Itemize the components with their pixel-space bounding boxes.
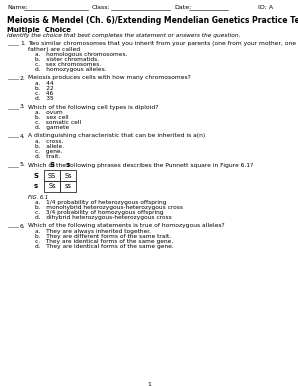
Text: a.   They are always inherited together.: a. They are always inherited together.: [35, 229, 151, 234]
Text: Two similar chromosomes that you inherit from your parents (one from your mother: Two similar chromosomes that you inherit…: [28, 41, 298, 46]
Text: Identify the choice that best completes the statement or answers the question.: Identify the choice that best completes …: [7, 33, 240, 38]
Text: b.   monohybrid heterozygous-heterozygous cross: b. monohybrid heterozygous-heterozygous …: [35, 205, 183, 210]
Text: d.   They are identical forms of the same gene.: d. They are identical forms of the same …: [35, 244, 174, 249]
Text: Date:: Date:: [174, 5, 191, 10]
Text: 4.: 4.: [20, 134, 26, 139]
Text: 6.: 6.: [20, 223, 26, 229]
Text: b.   allele.: b. allele.: [35, 144, 64, 149]
Text: 2.: 2.: [20, 76, 26, 81]
Text: Meiosis produces cells with how many chromosomes?: Meiosis produces cells with how many chr…: [28, 76, 191, 81]
Text: SS: SS: [48, 173, 56, 178]
Bar: [44, 181, 60, 192]
Text: Multiple  Choice: Multiple Choice: [7, 27, 71, 33]
Text: ____: ____: [7, 134, 19, 139]
Text: ____: ____: [7, 223, 19, 229]
Text: Class:: Class:: [92, 5, 111, 10]
Text: FIG. 6.1: FIG. 6.1: [28, 195, 48, 200]
Text: s: s: [34, 183, 38, 190]
Bar: [60, 181, 76, 192]
Text: c.   gene.: c. gene.: [35, 149, 63, 154]
Text: d.   dihybrid heterozygous-heterozygous cross: d. dihybrid heterozygous-heterozygous cr…: [35, 215, 172, 220]
Text: Name:: Name:: [7, 5, 28, 10]
Text: Which of the following statements is true of homozygous alleles?: Which of the following statements is tru…: [28, 223, 225, 229]
Text: ____: ____: [7, 41, 19, 46]
Text: A distinguishing characteristic that can be inherited is a(n): A distinguishing characteristic that can…: [28, 134, 205, 139]
Text: Meiosis & Mendel (Ch. 6)/Extending Mendelian Genetics Practice Test: Meiosis & Mendel (Ch. 6)/Extending Mende…: [7, 16, 298, 25]
Text: c.   3/4 probability of homozygous offspring: c. 3/4 probability of homozygous offspri…: [35, 210, 164, 215]
Bar: [44, 170, 60, 181]
Bar: [60, 170, 76, 181]
Text: a.   44: a. 44: [35, 81, 54, 86]
Text: Ss: Ss: [48, 183, 56, 190]
Text: ____: ____: [7, 163, 19, 168]
Text: b.   sister chromatids.: b. sister chromatids.: [35, 57, 99, 62]
Text: b.   22: b. 22: [35, 86, 54, 91]
Text: 1.: 1.: [20, 41, 26, 46]
Text: a.   1/4 probability of heterozygous offspring: a. 1/4 probability of heterozygous offsp…: [35, 200, 166, 205]
Text: ss: ss: [64, 183, 72, 190]
Text: c.   46: c. 46: [35, 91, 53, 96]
Text: d.   homozygous alleles.: d. homozygous alleles.: [35, 67, 107, 72]
Text: ID: A: ID: A: [258, 5, 273, 10]
Text: 3.: 3.: [20, 105, 26, 110]
Text: ____: ____: [7, 105, 19, 110]
Text: Which of the following cell types is diploid?: Which of the following cell types is dip…: [28, 105, 158, 110]
Text: 1: 1: [147, 382, 151, 386]
Text: c.   sex chromosomes.: c. sex chromosomes.: [35, 62, 101, 67]
Text: 5.: 5.: [20, 163, 26, 168]
Text: d.   gamete: d. gamete: [35, 125, 69, 130]
Text: d.   trait.: d. trait.: [35, 154, 60, 159]
Text: S: S: [49, 162, 55, 168]
Text: s: s: [66, 162, 70, 168]
Text: d.   35: d. 35: [35, 96, 54, 101]
Text: c.   somatic cell: c. somatic cell: [35, 120, 81, 125]
Text: Ss: Ss: [64, 173, 72, 178]
Text: ____: ____: [7, 76, 19, 81]
Text: a.   ovum: a. ovum: [35, 110, 63, 115]
Text: c.   They are identical forms of the same gene.: c. They are identical forms of the same …: [35, 239, 173, 244]
Text: b.   sex cell: b. sex cell: [35, 115, 69, 120]
Text: b.   They are different forms of the same trait.: b. They are different forms of the same …: [35, 234, 171, 239]
Text: S: S: [33, 173, 38, 178]
Text: Which of the following phrases describes the Punnett square in Figure 6.1?: Which of the following phrases describes…: [28, 163, 253, 168]
Text: a.   cross.: a. cross.: [35, 139, 63, 144]
Text: a.   homologous chromosomes.: a. homologous chromosomes.: [35, 52, 128, 57]
Text: father) are called: father) are called: [28, 46, 80, 51]
